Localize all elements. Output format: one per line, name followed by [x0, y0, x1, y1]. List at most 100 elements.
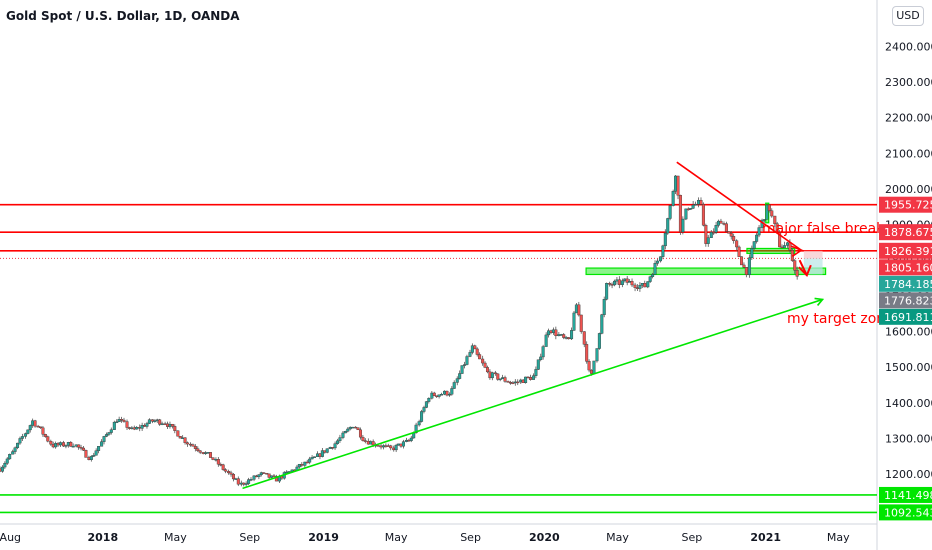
candle-body: [397, 443, 401, 446]
candle-body: [249, 479, 253, 481]
candle-body: [478, 354, 482, 360]
candle-body: [36, 425, 40, 428]
candle-body: [684, 208, 688, 220]
candle-body: [389, 445, 393, 449]
candle-body: [737, 246, 741, 257]
candle-body: [401, 441, 405, 447]
candle-body: [43, 434, 47, 437]
candle-body: [147, 419, 151, 424]
candle-body: [224, 469, 228, 472]
price-label-bg: [879, 292, 932, 309]
y-tick-label: 1300.000: [885, 432, 932, 445]
candle-body: [51, 443, 55, 448]
candle-body: [196, 448, 200, 451]
price-label: 1141.498: [884, 489, 932, 502]
candle-body: [493, 372, 497, 375]
candle-body: [3, 463, 7, 468]
candle-body: [706, 237, 710, 244]
candle-body: [89, 456, 93, 460]
candle-body: [427, 398, 431, 402]
candle-body: [630, 281, 634, 286]
candle-body: [265, 472, 269, 475]
candle-body: [623, 278, 627, 281]
price-label: 1776.823: [884, 294, 932, 307]
y-tick-label: 1400.000: [885, 397, 932, 410]
candle-body: [49, 440, 53, 445]
candle-body: [414, 424, 418, 434]
candle-body: [763, 219, 767, 221]
candle-body: [394, 444, 398, 451]
candle-body: [115, 421, 119, 424]
candle-body: [262, 472, 266, 474]
price-label: 1955.725: [884, 199, 932, 212]
candle-body: [31, 420, 35, 426]
candle-body: [628, 281, 632, 283]
candle-body: [666, 218, 670, 234]
candle-body: [524, 376, 528, 384]
currency-button[interactable]: USD: [892, 6, 924, 26]
x-tick-label: Sep: [239, 531, 260, 544]
candle-body: [71, 445, 75, 448]
candle-body: [744, 266, 748, 275]
candle-body: [526, 376, 530, 379]
y-tick-label: 2300.000: [885, 76, 932, 89]
candle-body: [435, 395, 439, 397]
candle-body: [341, 432, 345, 438]
candle-body: [170, 423, 174, 427]
candle-body: [678, 194, 682, 233]
candle-body: [351, 426, 355, 429]
candle-body: [559, 334, 563, 336]
candle-body: [163, 423, 167, 425]
candle-body: [485, 367, 489, 373]
candle-body: [714, 225, 718, 233]
candle-body: [528, 377, 532, 380]
candle-body: [189, 443, 193, 446]
candle-body: [681, 218, 685, 233]
price-label: 1805.160: [884, 261, 932, 274]
candle-body: [674, 175, 678, 192]
candle-body: [579, 314, 583, 332]
candle-body: [483, 362, 487, 368]
price-label-bg: [879, 196, 932, 213]
candle-body: [335, 440, 339, 444]
position-stop-zone: [803, 250, 823, 259]
candle-body: [767, 204, 771, 211]
candle-body: [773, 215, 777, 224]
candle-body: [252, 475, 256, 480]
candle-body: [104, 434, 108, 437]
candle-body: [651, 274, 655, 277]
candle-body: [699, 199, 703, 205]
target-arrow-head: [798, 264, 812, 277]
candle-body: [712, 231, 716, 234]
candle-body: [574, 304, 578, 314]
candle-body: [452, 382, 456, 389]
candle-body: [74, 444, 78, 447]
candle-body: [198, 450, 202, 453]
candle-body: [5, 458, 9, 464]
candle-body: [100, 441, 104, 447]
candle-body: [562, 334, 566, 338]
candle-body: [168, 423, 172, 427]
candle-body: [602, 299, 606, 315]
candle-body: [432, 392, 436, 396]
candle-body: [204, 452, 208, 454]
candle-body: [572, 312, 576, 331]
candle-body: [26, 429, 30, 434]
candle-body: [701, 204, 705, 226]
candle-body: [592, 360, 596, 374]
highlight-zone: [585, 267, 827, 276]
x-tick-label: 2018: [88, 531, 119, 544]
candle-body: [79, 447, 83, 449]
candle-body: [20, 436, 24, 439]
candle-body: [506, 381, 510, 383]
candle-body: [450, 388, 454, 395]
candle-body: [120, 419, 124, 421]
candle-body: [366, 440, 370, 445]
candle-body: [354, 426, 358, 429]
candle-body: [513, 381, 517, 384]
candle-body: [303, 461, 307, 466]
candle-body: [501, 377, 505, 380]
candle-body: [757, 227, 761, 236]
